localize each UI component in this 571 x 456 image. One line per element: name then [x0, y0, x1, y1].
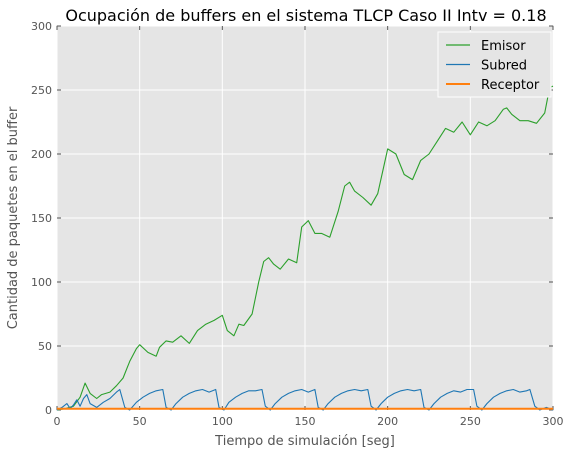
legend: Emisor Subred Receptor	[437, 31, 552, 98]
x-tick-label: 200	[377, 415, 398, 428]
x-tick-label: 250	[460, 415, 481, 428]
y-tick-label: 200	[31, 148, 52, 161]
y-tick-label: 300	[31, 20, 52, 33]
y-axis: 0 50 100 150 200 250 300	[31, 20, 553, 417]
x-axis-label: Tiempo de simulación [seg]	[214, 434, 395, 449]
y-tick-label: 100	[31, 276, 52, 289]
x-tick-label: 100	[212, 415, 233, 428]
y-tick-label: 250	[31, 84, 52, 97]
series-group	[56, 85, 554, 411]
series-line-subred	[56, 388, 554, 411]
chart-title: Ocupación de buffers en el sistema TLCP …	[65, 6, 546, 25]
y-tick-label: 50	[38, 340, 52, 353]
legend-label-subred: Subred	[481, 59, 527, 74]
x-tick-label: 150	[295, 415, 316, 428]
y-tick-label: 0	[45, 404, 52, 417]
x-tick-label: 0	[54, 415, 61, 428]
x-axis: 0 50 100 150 200 250 300	[54, 26, 564, 428]
y-tick-label: 150	[31, 212, 52, 225]
legend-label-emisor: Emisor	[481, 39, 526, 54]
x-tick-label: 300	[543, 415, 564, 428]
legend-label-receptor: Receptor	[481, 78, 540, 93]
y-axis-label: Cantidad de paquetes en el buffer	[6, 106, 21, 329]
series-line-emisor	[56, 85, 554, 411]
x-tick-label: 50	[133, 415, 147, 428]
